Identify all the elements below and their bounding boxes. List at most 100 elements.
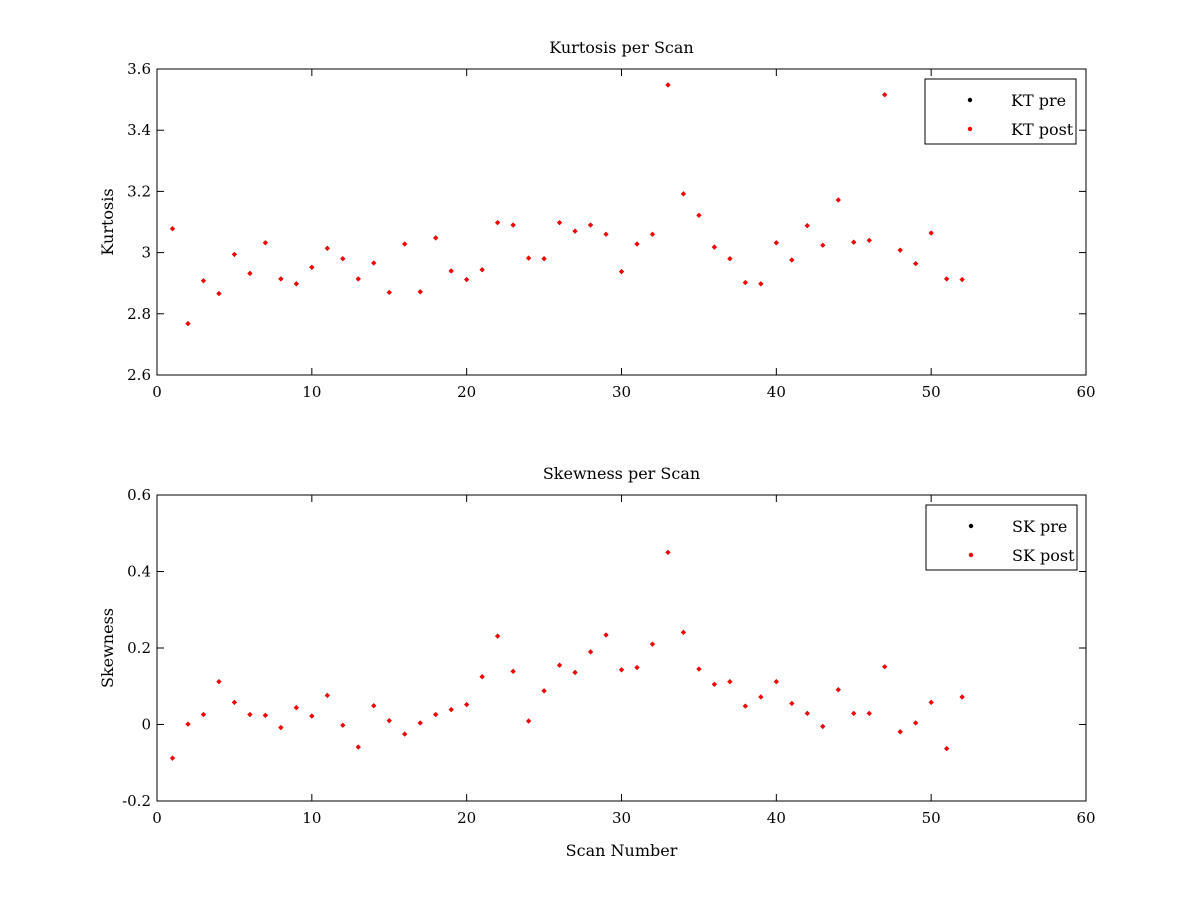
- kt-post-point: [618, 269, 625, 275]
- skewness-x-tick-label: 60: [1076, 809, 1095, 827]
- legend-label-sk-pre: SK pre: [1012, 517, 1067, 536]
- kt-post-point: [231, 251, 237, 257]
- sk-post-point: [448, 707, 454, 713]
- sk-post-point: [402, 731, 408, 737]
- sk-post-point: [742, 703, 748, 709]
- sk-post-point: [649, 641, 656, 647]
- kt-post-point: [897, 247, 903, 253]
- kurtosis-x-tick-label: 0: [152, 383, 162, 401]
- sk-post-point: [293, 705, 299, 711]
- kt-post-point: [510, 222, 516, 228]
- kt-post-point: [309, 264, 315, 270]
- kt-post-point: [572, 228, 578, 234]
- kt-post-point: [541, 256, 547, 262]
- sk-post-point: [526, 718, 532, 724]
- kt-post-point: [200, 278, 206, 284]
- skewness-x-tick-label: 0: [152, 809, 162, 827]
- kt-post-point: [293, 281, 299, 287]
- kt-post-point: [169, 226, 176, 232]
- kt-post-point: [464, 276, 470, 283]
- kt-post-point: [216, 291, 222, 297]
- kurtosis-y-ticks: 2.6 2.8 3 3.2 3.4 3.6: [127, 60, 1086, 384]
- sk-post-point: [820, 723, 826, 729]
- sk-post-point: [417, 720, 423, 726]
- legend-marker-kt-pre: [967, 97, 973, 103]
- kurtosis-x-tick-label: 10: [302, 383, 321, 401]
- kurtosis-x-tick-label: 60: [1076, 383, 1095, 401]
- skewness-x-tick-label: 40: [767, 809, 786, 827]
- kurtosis-plot: Kurtosis per Scan Kurtosis 0 10 20 30 40 50 60…: [98, 38, 1096, 401]
- sk-post-point: [603, 632, 609, 638]
- kt-post-point: [386, 289, 392, 295]
- sk-post-point: [804, 710, 810, 716]
- kurtosis-y-tick-label: 3.6: [127, 60, 151, 78]
- sk-post-point: [587, 649, 594, 655]
- kt-post-point: [959, 276, 965, 283]
- skewness-y-tick-label: 0.4: [127, 563, 151, 581]
- kt-post-point: [696, 212, 702, 218]
- sk-post-point: [959, 694, 965, 700]
- kurtosis-y-tick-label: 3.2: [127, 182, 151, 200]
- sk-post-point: [866, 710, 872, 716]
- kt-post-point: [928, 230, 934, 236]
- sk-post-point: [572, 669, 578, 676]
- legend-label-sk-post: SK post: [1012, 546, 1075, 565]
- legend-marker-sk-pre: [968, 523, 974, 529]
- kt-post-point: [262, 240, 268, 246]
- kurtosis-y-tick-label: 3: [141, 244, 151, 262]
- skewness-x-ticks: 0 10 20 30 40 50 60: [152, 495, 1096, 827]
- sk-post-point: [773, 679, 779, 685]
- kt-post-point: [479, 267, 485, 273]
- skewness-plot: Skewness per Scan Skewness Scan Number 0…: [98, 464, 1096, 860]
- kt-post-point: [448, 268, 454, 274]
- skewness-legend: SK pre SK post: [925, 504, 1078, 571]
- kurtosis-y-axis-label: Kurtosis: [98, 188, 117, 255]
- kurtosis-y-tick-label: 2.6: [127, 366, 151, 384]
- kt-post-point: [526, 255, 532, 261]
- sk-post-point: [618, 667, 625, 673]
- skewness-x-axis-label: Scan Number: [566, 841, 678, 860]
- kurtosis-legend: KT pre KT post: [924, 78, 1077, 145]
- kurtosis-x-ticks: 0 10 20 30 40 50 60: [152, 69, 1096, 401]
- legend-label-kt-pre: KT pre: [1011, 91, 1066, 110]
- skewness-x-tick-label: 10: [302, 809, 321, 827]
- kt-post-point: [340, 256, 346, 262]
- skewness-y-tick-label: -0.2: [122, 792, 151, 810]
- kt-post-point: [247, 270, 253, 276]
- sk-post-point: [433, 712, 439, 718]
- skewness-plot-title: Skewness per Scan: [543, 464, 700, 483]
- kurtosis-legend-box: [924, 78, 1077, 145]
- skewness-y-tick-label: 0.2: [127, 639, 151, 657]
- skewness-x-tick-label: 30: [612, 809, 631, 827]
- kt-post-point: [371, 260, 377, 266]
- skewness-x-tick-label: 50: [922, 809, 941, 827]
- kurtosis-y-tick-label: 2.8: [127, 305, 151, 323]
- sk-post-point: [634, 664, 640, 671]
- legend-marker-kt-post: [967, 126, 973, 132]
- sk-post-point: [665, 549, 671, 555]
- sk-post-point: [324, 692, 330, 698]
- kurtosis-x-tick-label: 30: [612, 383, 631, 401]
- kt-post-point: [913, 261, 919, 267]
- sk-post-point: [851, 710, 857, 716]
- kt-post-point: [789, 257, 795, 263]
- skewness-y-axis-label: Skewness: [98, 608, 117, 688]
- skewness-y-ticks: -0.2 0 0.2 0.4 0.6: [122, 486, 1086, 810]
- kt-post-point: [495, 220, 501, 226]
- skewness-legend-box: [925, 504, 1078, 571]
- kurtosis-plot-title: Kurtosis per Scan: [549, 38, 693, 57]
- sk-post-point: [711, 681, 717, 687]
- kt-post-point: [417, 289, 423, 295]
- sk-post-point: [510, 668, 516, 674]
- sk-post-point: [882, 664, 888, 670]
- sk-post-point: [680, 629, 686, 635]
- kurtosis-x-tick-label: 40: [767, 383, 786, 401]
- sk-post-point: [897, 729, 903, 735]
- legend-marker-sk-post: [968, 552, 974, 558]
- sk-post-point: [913, 720, 919, 726]
- kt-post-point: [324, 245, 330, 251]
- legend-label-kt-post: KT post: [1011, 120, 1074, 139]
